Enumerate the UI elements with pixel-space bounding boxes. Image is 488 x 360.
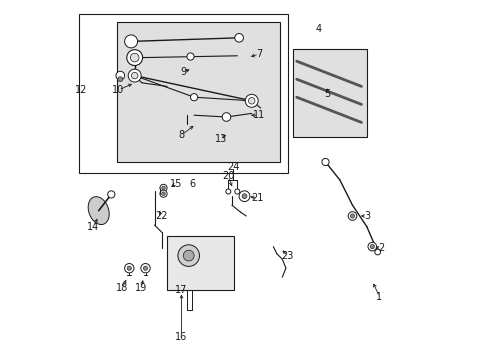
Text: 24: 24 [227, 162, 240, 172]
Text: 21: 21 [250, 193, 263, 203]
Circle shape [190, 94, 197, 101]
Circle shape [124, 264, 134, 273]
Text: 18: 18 [116, 283, 128, 293]
Circle shape [374, 249, 380, 255]
Circle shape [248, 98, 254, 104]
Circle shape [222, 113, 230, 121]
Circle shape [234, 189, 239, 194]
Text: 1: 1 [376, 292, 382, 302]
Circle shape [126, 50, 142, 66]
Circle shape [162, 192, 165, 195]
Circle shape [118, 77, 122, 82]
Text: 5: 5 [324, 89, 330, 99]
Circle shape [124, 35, 137, 48]
Text: 2: 2 [377, 243, 384, 253]
Circle shape [128, 69, 141, 82]
Circle shape [225, 189, 230, 194]
Circle shape [160, 190, 167, 197]
Circle shape [130, 53, 139, 62]
Text: 16: 16 [175, 332, 187, 342]
Circle shape [162, 186, 165, 190]
Circle shape [234, 33, 243, 42]
Bar [292, 49, 366, 137]
Circle shape [131, 72, 138, 79]
Text: 4: 4 [315, 24, 321, 34]
Circle shape [239, 191, 249, 202]
Circle shape [321, 158, 328, 166]
Text: 9: 9 [180, 67, 186, 77]
Text: 8: 8 [178, 130, 184, 140]
Text: 17: 17 [174, 285, 186, 295]
Circle shape [116, 71, 124, 80]
Circle shape [186, 53, 194, 60]
Bar [117, 22, 280, 162]
Circle shape [242, 194, 246, 199]
Circle shape [160, 184, 167, 192]
Circle shape [183, 250, 194, 261]
Text: 6: 6 [189, 179, 195, 189]
Circle shape [244, 94, 258, 107]
Text: 15: 15 [169, 179, 182, 189]
Circle shape [127, 266, 131, 270]
Circle shape [141, 264, 150, 273]
Text: 23: 23 [281, 251, 293, 261]
Text: 11: 11 [252, 110, 264, 120]
Circle shape [143, 266, 147, 270]
Bar [167, 236, 233, 290]
Text: 7: 7 [255, 49, 262, 59]
Text: 22: 22 [155, 211, 167, 221]
Circle shape [349, 214, 354, 218]
Text: 14: 14 [87, 222, 99, 232]
Text: 12: 12 [74, 85, 87, 95]
Text: 13: 13 [215, 134, 227, 144]
Circle shape [107, 191, 115, 198]
Text: 20: 20 [222, 171, 234, 181]
Circle shape [369, 244, 374, 249]
Text: 19: 19 [135, 283, 147, 293]
Text: 10: 10 [112, 85, 124, 95]
Circle shape [367, 242, 376, 251]
Circle shape [178, 245, 199, 266]
Circle shape [347, 212, 356, 220]
Bar [79, 14, 287, 173]
Ellipse shape [88, 197, 109, 225]
Text: 3: 3 [363, 211, 369, 221]
